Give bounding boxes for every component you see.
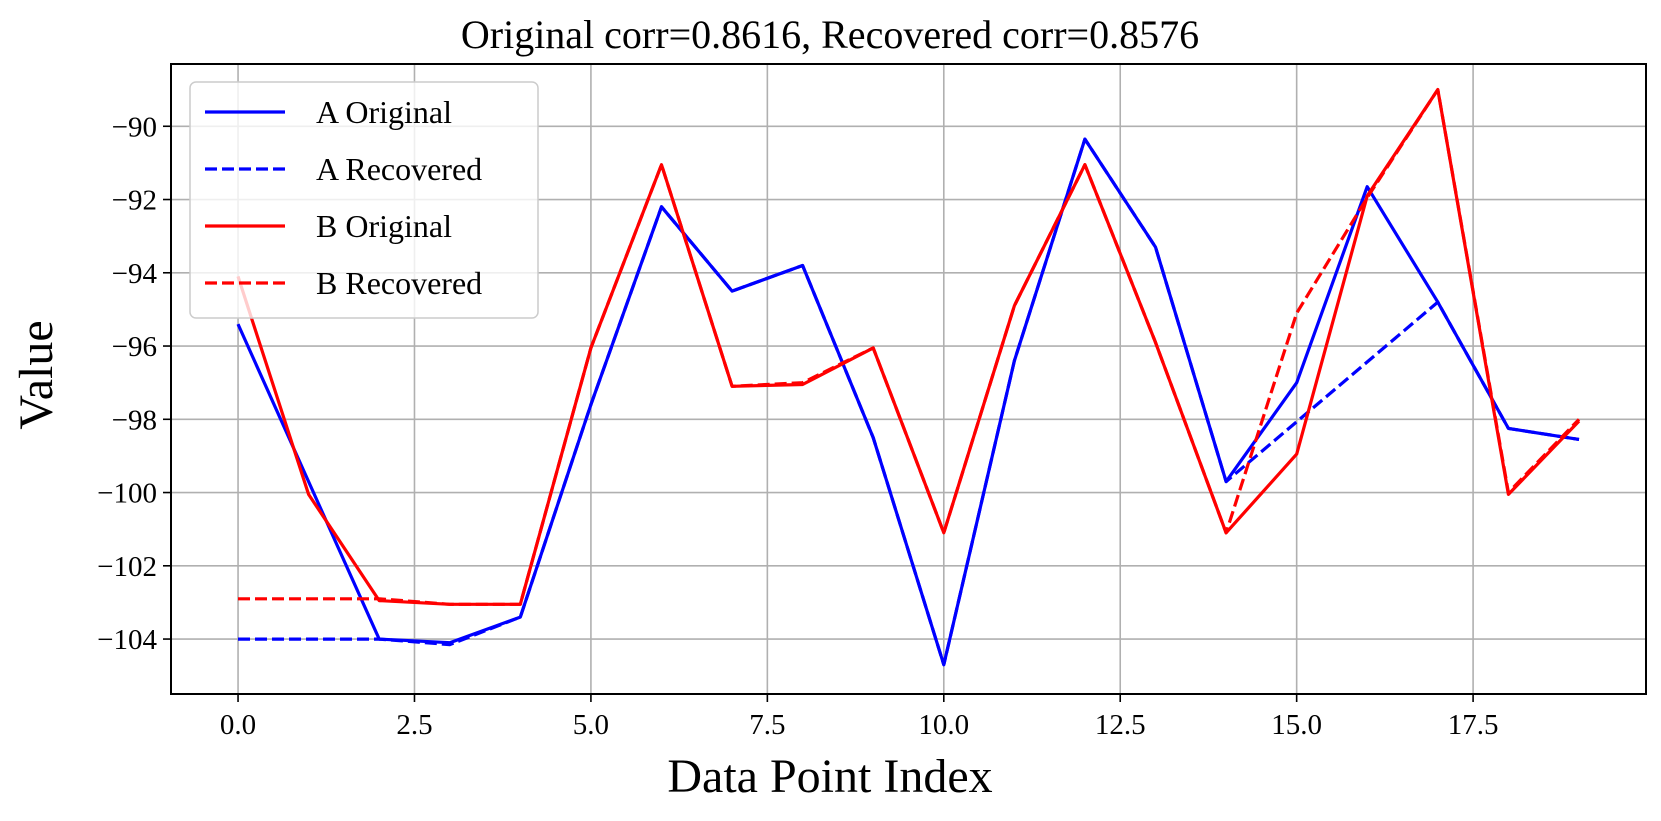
y-tick-label: −94 [112, 258, 158, 290]
x-tick-label: 7.5 [749, 709, 785, 741]
x-tick-label: 5.0 [573, 709, 609, 741]
x-tick-label: 0.0 [220, 709, 256, 741]
legend: A Original A Recovered B Original B Recover… [189, 81, 539, 319]
y-tick-label: −96 [112, 331, 157, 363]
y-tick-label: −100 [97, 478, 157, 510]
x-axis-label: Data Point Index [667, 750, 992, 803]
y-axis-ticks: −104 −102 −100 −98 −96 −94 −92 −90 [97, 111, 171, 656]
legend-label: A Original [316, 94, 452, 130]
y-tick-label: −98 [112, 404, 157, 436]
legend-label: B Recovered [316, 265, 482, 301]
x-tick-label: 17.5 [1448, 709, 1499, 741]
y-axis-label: Value [10, 320, 63, 429]
series-layer [236, 87, 1581, 667]
legend-label: B Original [316, 208, 452, 244]
series-line-b-recovered [238, 87, 1581, 606]
y-tick-label: −90 [112, 111, 157, 143]
x-axis-ticks: 0.0 2.5 5.0 7.5 10.0 12.5 15.0 17.5 [220, 694, 1499, 741]
x-tick-label: 2.5 [396, 709, 432, 741]
chart-title: Original corr=0.8616, Recovered corr=0.8… [461, 12, 1199, 57]
y-tick-label: −102 [97, 551, 157, 583]
y-tick-label: −104 [97, 624, 157, 656]
x-tick-label: 12.5 [1095, 709, 1146, 741]
series-line-a-recovered [238, 137, 1580, 667]
y-tick-label: −92 [112, 185, 157, 217]
legend-label: A Recovered [316, 151, 482, 187]
x-tick-label: 15.0 [1271, 709, 1322, 741]
legend-box [189, 81, 539, 319]
plot-frame [170, 63, 1647, 695]
x-tick-label: 10.0 [918, 709, 969, 741]
